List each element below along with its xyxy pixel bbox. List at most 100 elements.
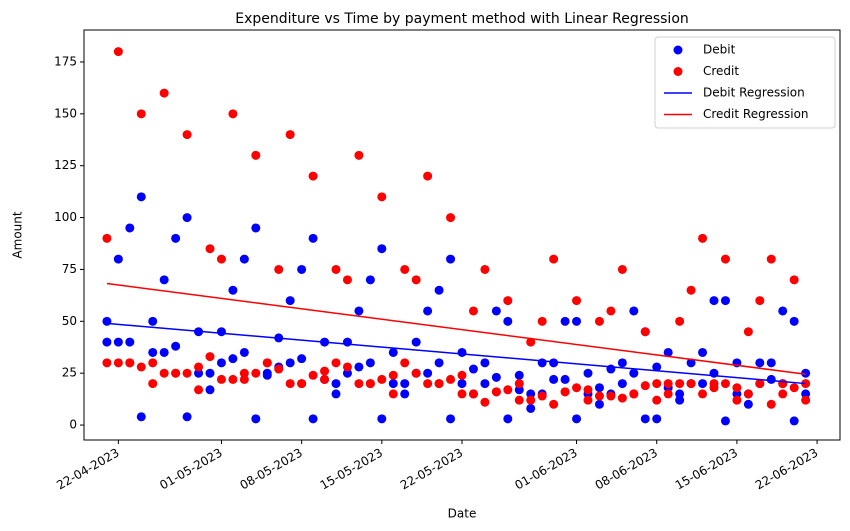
- data-point: [308, 370, 318, 380]
- data-point: [801, 368, 811, 378]
- y-tick-label: 125: [54, 158, 77, 172]
- y-tick-label: 0: [69, 418, 77, 432]
- data-point: [411, 275, 421, 285]
- data-point: [560, 316, 570, 326]
- data-point: [423, 171, 433, 181]
- data-point: [297, 264, 307, 274]
- data-point: [148, 358, 158, 368]
- data-point: [216, 358, 226, 368]
- data-point: [801, 389, 811, 399]
- x-axis-label: Date: [448, 507, 477, 521]
- data-point: [594, 391, 604, 401]
- legend-label: Credit Regression: [703, 107, 809, 121]
- data-point: [743, 327, 753, 337]
- data-point: [148, 379, 158, 389]
- x-tick-label: 01-05-2023: [157, 446, 224, 493]
- data-point: [789, 383, 799, 393]
- data-point: [354, 306, 364, 316]
- data-point: [434, 379, 444, 389]
- x-tick-label: 15-06-2023: [673, 446, 740, 493]
- data-point: [239, 368, 249, 378]
- data-point: [549, 399, 559, 409]
- data-point: [102, 358, 112, 368]
- data-point: [446, 213, 456, 223]
- data-point: [342, 368, 352, 378]
- data-point: [262, 370, 272, 380]
- data-point: [285, 130, 295, 140]
- data-point: [388, 379, 398, 389]
- data-point: [766, 399, 776, 409]
- data-point: [652, 379, 662, 389]
- data-point: [514, 370, 524, 380]
- data-point: [789, 275, 799, 285]
- data-point: [572, 414, 582, 424]
- data-point: [171, 233, 181, 243]
- data-point: [663, 379, 673, 389]
- data-point: [675, 379, 685, 389]
- data-point: [125, 337, 135, 347]
- data-point: [663, 347, 673, 357]
- regression-line: [106, 322, 806, 385]
- y-tick-label: 50: [62, 314, 77, 328]
- data-point: [125, 358, 135, 368]
- data-point: [801, 395, 811, 405]
- data-point: [617, 264, 627, 274]
- data-point: [331, 264, 341, 274]
- data-point: [331, 389, 341, 399]
- data-point: [663, 389, 673, 399]
- data-point: [216, 327, 226, 337]
- data-point: [755, 358, 765, 368]
- data-point: [411, 368, 421, 378]
- x-tick-label: 22-04-2023: [54, 446, 121, 493]
- data-point: [743, 389, 753, 399]
- data-point: [720, 254, 730, 264]
- y-tick-label: 100: [54, 210, 77, 224]
- data-point: [354, 379, 364, 389]
- data-point: [194, 385, 204, 395]
- data-point: [594, 383, 604, 393]
- y-tick-label: 75: [62, 262, 77, 276]
- data-point: [560, 374, 570, 384]
- data-point: [720, 379, 730, 389]
- data-point: [617, 358, 627, 368]
- data-point: [686, 358, 696, 368]
- data-point: [205, 385, 215, 395]
- data-point: [102, 316, 112, 326]
- x-tick-label: 08-05-2023: [237, 446, 304, 493]
- data-point: [732, 389, 742, 399]
- data-point: [468, 364, 478, 374]
- x-tick-label: 15-05-2023: [318, 446, 385, 493]
- data-point: [342, 362, 352, 372]
- data-point: [342, 337, 352, 347]
- data-point: [228, 285, 238, 295]
- data-point: [434, 285, 444, 295]
- data-point: [377, 374, 387, 384]
- data-point: [606, 391, 616, 401]
- data-point: [159, 368, 169, 378]
- data-point: [778, 389, 788, 399]
- data-point: [216, 254, 226, 264]
- data-point: [182, 130, 192, 140]
- data-point: [365, 379, 375, 389]
- data-point: [766, 358, 776, 368]
- data-point: [148, 316, 158, 326]
- data-point: [423, 368, 433, 378]
- data-point: [766, 254, 776, 264]
- data-point: [652, 362, 662, 372]
- data-point: [526, 389, 536, 399]
- data-point: [480, 358, 490, 368]
- data-point: [297, 354, 307, 364]
- data-point: [251, 414, 261, 424]
- data-point: [457, 370, 467, 380]
- data-point: [411, 337, 421, 347]
- data-point: [228, 109, 238, 119]
- data-point: [537, 391, 547, 401]
- data-point: [205, 352, 215, 362]
- data-point: [308, 171, 318, 181]
- data-point: [423, 379, 433, 389]
- data-point: [583, 395, 593, 405]
- legend-label: Debit Regression: [703, 86, 805, 100]
- data-point: [686, 379, 696, 389]
- data-point: [549, 254, 559, 264]
- data-point: [400, 379, 410, 389]
